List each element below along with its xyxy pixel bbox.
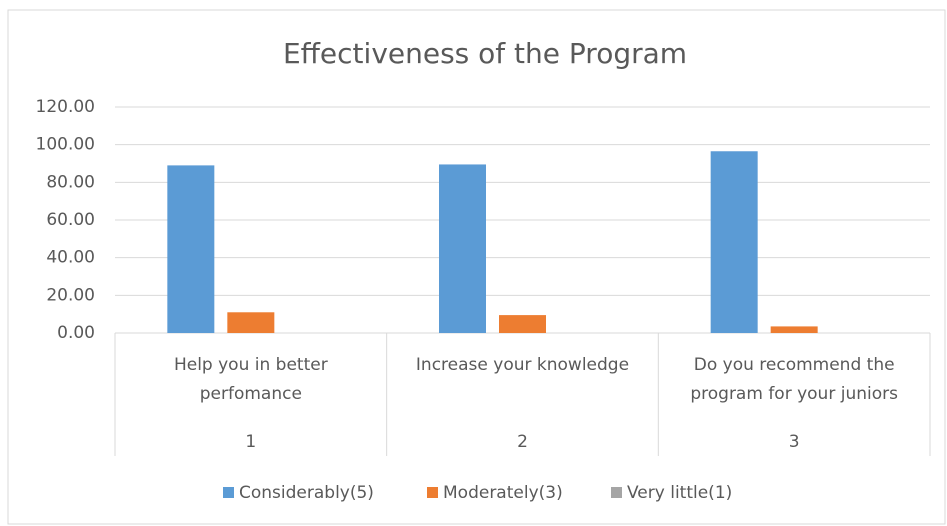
bar (227, 312, 275, 333)
y-tick-label: 120.00 (36, 97, 95, 117)
legend-swatch (611, 487, 622, 498)
y-tick-label: 20.00 (46, 285, 95, 305)
bar (167, 165, 215, 333)
chart-title: Effectiveness of the Program (283, 37, 687, 70)
x-group-label: 3 (788, 432, 800, 452)
legend-label: Considerably(5) (239, 483, 374, 503)
legend-swatch (223, 487, 234, 498)
legend-label: Moderately(3) (443, 483, 563, 503)
x-tick-label: Increase your knowledge (415, 355, 630, 375)
y-tick-label: 0.00 (57, 323, 95, 343)
x-tick-label: Help you in better perfomance (173, 355, 328, 404)
legend-label: Very little(1) (627, 483, 732, 503)
x-tick-label: Do you recommend the program for your ju… (690, 355, 898, 404)
bar (710, 151, 758, 333)
y-tick-label: 80.00 (46, 172, 95, 192)
bar (439, 164, 486, 333)
legend-swatch (427, 487, 438, 498)
bar (499, 315, 546, 333)
y-tick-label: 40.00 (46, 248, 95, 268)
x-group-label: 1 (245, 432, 257, 452)
y-tick-label: 60.00 (46, 210, 95, 230)
y-tick-label: 100.00 (36, 135, 95, 155)
x-group-label: 2 (517, 432, 528, 452)
bar (770, 326, 818, 333)
